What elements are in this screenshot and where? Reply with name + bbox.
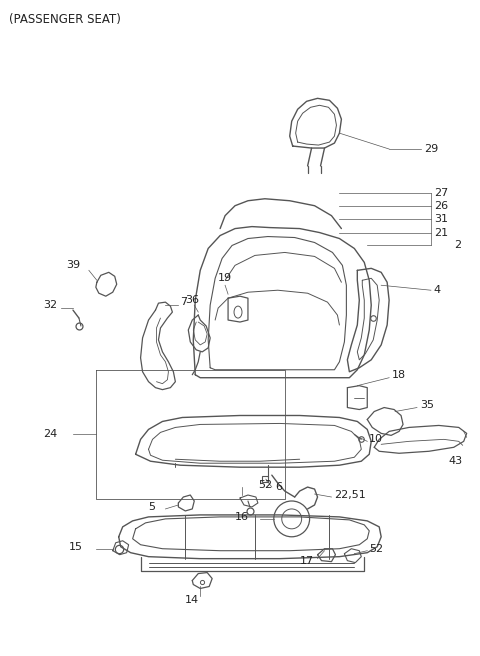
- Text: 39: 39: [66, 260, 80, 270]
- Text: 26: 26: [434, 201, 448, 211]
- Text: 22,51: 22,51: [335, 490, 366, 500]
- Text: 31: 31: [434, 214, 448, 224]
- Text: 10: 10: [369, 434, 383, 444]
- Text: 52: 52: [369, 544, 384, 554]
- Text: 36: 36: [185, 295, 199, 305]
- Text: 2: 2: [454, 241, 461, 251]
- Text: 29: 29: [424, 144, 438, 154]
- Text: 6: 6: [275, 482, 282, 492]
- Text: 7: 7: [180, 297, 188, 307]
- Text: 52: 52: [258, 480, 272, 490]
- Text: 16: 16: [235, 512, 249, 522]
- Text: 4: 4: [434, 285, 441, 295]
- Text: 43: 43: [449, 456, 463, 466]
- Text: 18: 18: [392, 370, 406, 380]
- Text: 21: 21: [434, 228, 448, 237]
- Text: 15: 15: [69, 542, 83, 552]
- Text: (PASSENGER SEAT): (PASSENGER SEAT): [9, 13, 121, 26]
- Text: 17: 17: [300, 556, 314, 565]
- Text: 27: 27: [434, 188, 448, 198]
- Text: 24: 24: [43, 430, 58, 440]
- Text: 32: 32: [43, 300, 57, 310]
- Text: 19: 19: [218, 274, 232, 283]
- Text: 14: 14: [185, 596, 200, 605]
- Text: 35: 35: [420, 400, 434, 409]
- Text: 5: 5: [148, 502, 156, 512]
